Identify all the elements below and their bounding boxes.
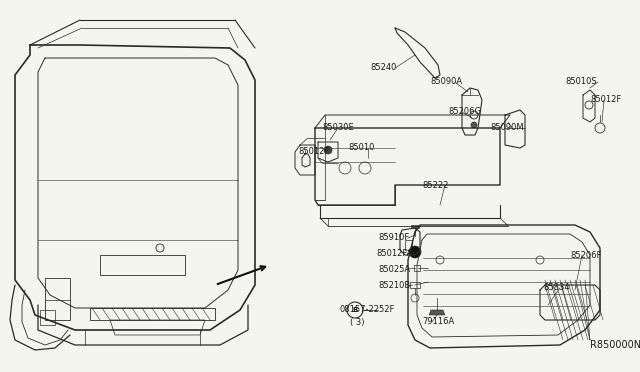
- Text: 85012F: 85012F: [590, 96, 621, 105]
- Circle shape: [324, 146, 332, 154]
- Text: 85206G: 85206G: [448, 108, 481, 116]
- Text: 85090A: 85090A: [430, 77, 462, 87]
- Text: 85210B: 85210B: [378, 282, 410, 291]
- Circle shape: [409, 246, 421, 258]
- Text: 85090M: 85090M: [490, 124, 524, 132]
- Text: 85012F: 85012F: [298, 148, 329, 157]
- Text: R850000N: R850000N: [590, 340, 640, 350]
- Text: 85910F: 85910F: [378, 234, 409, 243]
- Text: 85010S: 85010S: [565, 77, 596, 87]
- Text: B: B: [353, 307, 358, 313]
- Text: 85240: 85240: [370, 64, 396, 73]
- Circle shape: [471, 122, 477, 128]
- Text: 79116A: 79116A: [422, 317, 454, 327]
- Text: 85222: 85222: [422, 180, 449, 189]
- Text: 08157-2252F: 08157-2252F: [340, 305, 396, 314]
- Text: 85206F: 85206F: [570, 250, 602, 260]
- Text: ( 3): ( 3): [350, 317, 365, 327]
- Polygon shape: [429, 310, 445, 315]
- Text: 85010: 85010: [348, 144, 374, 153]
- Polygon shape: [411, 225, 419, 228]
- Text: 85834: 85834: [543, 283, 570, 292]
- Text: 85025A: 85025A: [378, 266, 410, 275]
- Text: 85030E: 85030E: [322, 124, 354, 132]
- Text: 85012FA: 85012FA: [376, 250, 412, 259]
